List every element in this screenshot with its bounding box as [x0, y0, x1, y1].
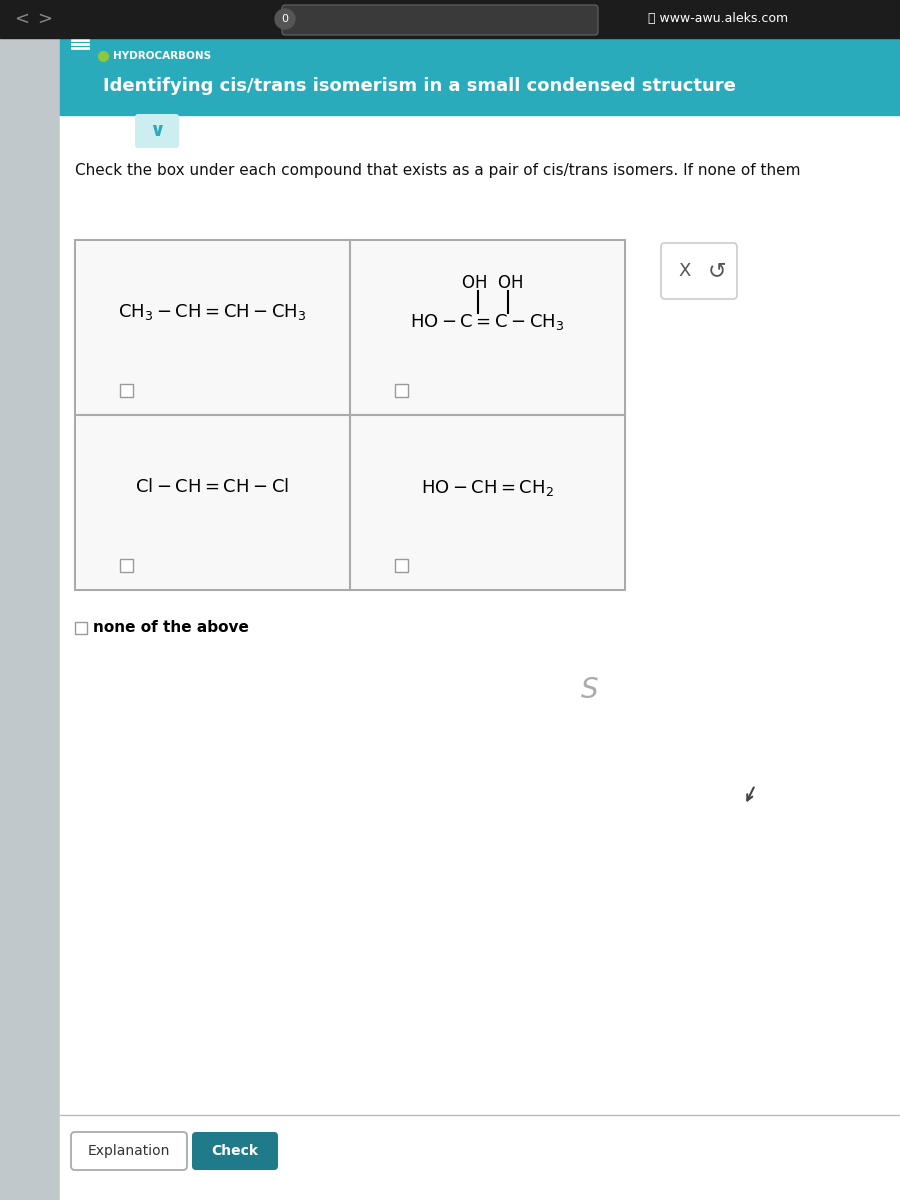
FancyBboxPatch shape — [661, 242, 737, 299]
Bar — [351, 241, 624, 414]
Text: none of the above: none of the above — [93, 620, 249, 636]
Text: $\mathregular{Cl-CH{=}CH-Cl}$: $\mathregular{Cl-CH{=}CH-Cl}$ — [136, 479, 290, 497]
FancyBboxPatch shape — [192, 1132, 278, 1170]
Text: Check the box under each compound that exists as a pair of cis/trans isomers. If: Check the box under each compound that e… — [75, 162, 800, 178]
Text: Identifying cis/trans isomerism in a small condensed structure: Identifying cis/trans isomerism in a sma… — [103, 77, 736, 95]
Text: >: > — [38, 10, 52, 28]
Bar — [60, 38, 900, 115]
Text: OH  OH: OH OH — [462, 274, 523, 292]
Text: S: S — [581, 676, 598, 704]
Bar — [75, 622, 87, 634]
Text: ↺: ↺ — [707, 260, 726, 281]
Text: $\mathregular{CH_3-CH{=}CH-CH_3}$: $\mathregular{CH_3-CH{=}CH-CH_3}$ — [118, 302, 307, 323]
Bar — [351, 416, 624, 589]
Bar — [120, 384, 133, 397]
Bar — [120, 559, 133, 572]
Text: Check: Check — [212, 1144, 258, 1158]
Text: <: < — [14, 10, 30, 28]
Bar — [76, 416, 349, 589]
Text: 🔒 www-awu.aleks.com: 🔒 www-awu.aleks.com — [648, 12, 788, 25]
Circle shape — [275, 8, 295, 29]
Bar — [75, 240, 625, 590]
Text: HYDROCARBONS: HYDROCARBONS — [113, 50, 212, 61]
Text: $\mathregular{HO-C{=}C-CH_3}$: $\mathregular{HO-C{=}C-CH_3}$ — [410, 312, 564, 332]
Text: 0: 0 — [282, 14, 289, 24]
Bar — [0, 0, 900, 38]
Bar — [395, 384, 408, 397]
Bar — [0, 38, 60, 1200]
Text: Explanation: Explanation — [88, 1144, 170, 1158]
Text: X: X — [679, 262, 691, 280]
FancyBboxPatch shape — [282, 5, 598, 35]
FancyBboxPatch shape — [135, 114, 179, 148]
Bar — [395, 559, 408, 572]
FancyBboxPatch shape — [71, 1132, 187, 1170]
Text: $\mathregular{HO-CH{=}CH_2}$: $\mathregular{HO-CH{=}CH_2}$ — [421, 478, 554, 498]
Text: ∨: ∨ — [149, 121, 165, 140]
Bar — [76, 241, 349, 414]
